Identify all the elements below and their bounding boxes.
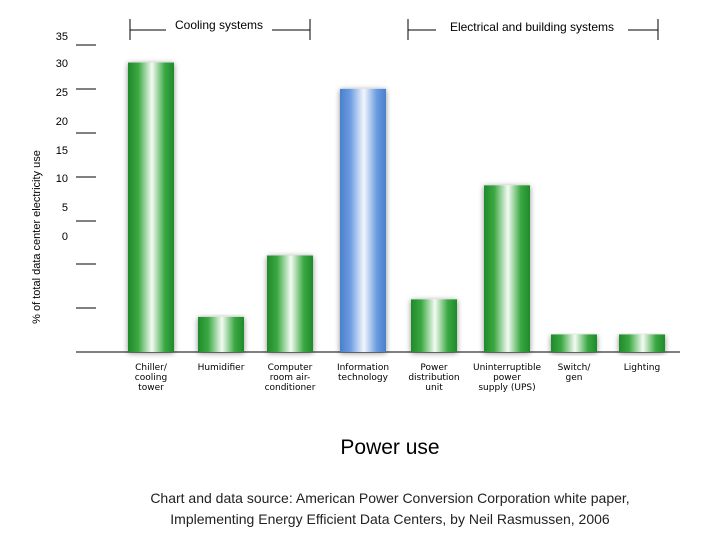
category-label-7: Lighting (624, 363, 660, 373)
group-electrical-building-systems: Electrical and building systems (407, 19, 659, 40)
category-label-5: Uninterruptible power supply (UPS) (473, 363, 541, 393)
y-tick-label: 30 (56, 58, 68, 70)
y-tick-label: 20 (56, 116, 68, 128)
category-label-line: power (493, 373, 521, 383)
category-label-2: Computer room air-conditioner (265, 363, 316, 393)
category-label-line: conditioner (265, 383, 316, 393)
category-label-line: cooling (135, 373, 167, 383)
source-note-line-2: Implementing Energy Efficient Data Cente… (170, 511, 610, 527)
category-label-line: unit (425, 383, 443, 393)
category-label-line: Chiller/ (135, 363, 168, 373)
y-axis-title: % of total data center electricity use (31, 150, 43, 324)
bars-group (128, 62, 665, 353)
y-tick-label: 10 (56, 173, 68, 185)
bar-5 (484, 185, 530, 352)
category-label-line: Switch/ (558, 363, 592, 373)
category-label-4: Power distribution unit (408, 363, 459, 393)
bar-2 (267, 255, 313, 352)
category-label-line: Uninterruptible (473, 363, 541, 373)
category-label-line: tower (138, 383, 164, 393)
y-tick-label: 0 (62, 231, 68, 243)
category-label-line: distribution (408, 373, 459, 383)
bar-7 (619, 334, 665, 352)
category-label-line: gen (566, 373, 583, 383)
source-note-line-1: Chart and data source: American Power Co… (150, 490, 629, 506)
bar-6 (551, 334, 597, 352)
category-label-line: room air- (270, 373, 311, 383)
y-tick-label: 35 (56, 31, 68, 43)
category-label-line: Lighting (624, 363, 660, 373)
category-label-line: supply (UPS) (478, 383, 535, 393)
group-label-cooling-systems: Cooling systems (175, 18, 263, 32)
bar-1 (198, 316, 244, 352)
x-axis-title: Power use (340, 436, 439, 459)
bar-0 (128, 62, 174, 353)
category-label-3: Information technology (337, 363, 389, 383)
group-label-electrical-building-systems: Electrical and building systems (450, 20, 614, 34)
category-label-line: technology (338, 373, 389, 383)
bar-4 (411, 299, 457, 352)
y-tick-label: 15 (56, 145, 68, 157)
category-label-0: Chiller/cooling tower (135, 363, 168, 393)
y-axis-ticks: 35 30 25 20 15 10 5 0 (56, 31, 96, 353)
category-label-line: Humidifier (198, 363, 245, 373)
category-label-6: Switch/gen (558, 363, 592, 383)
bar-3 (340, 88, 386, 352)
category-label-line: Power (420, 363, 448, 373)
y-tick-label: 5 (62, 202, 68, 214)
category-label-line: Information (337, 363, 389, 373)
category-labels: Chiller/cooling tower Humidifier Computer ro… (135, 363, 660, 393)
group-cooling-systems: Cooling systems (129, 18, 311, 40)
y-tick-label: 25 (56, 87, 68, 99)
category-label-line: Computer (268, 363, 313, 373)
category-label-1: Humidifier (198, 363, 245, 373)
